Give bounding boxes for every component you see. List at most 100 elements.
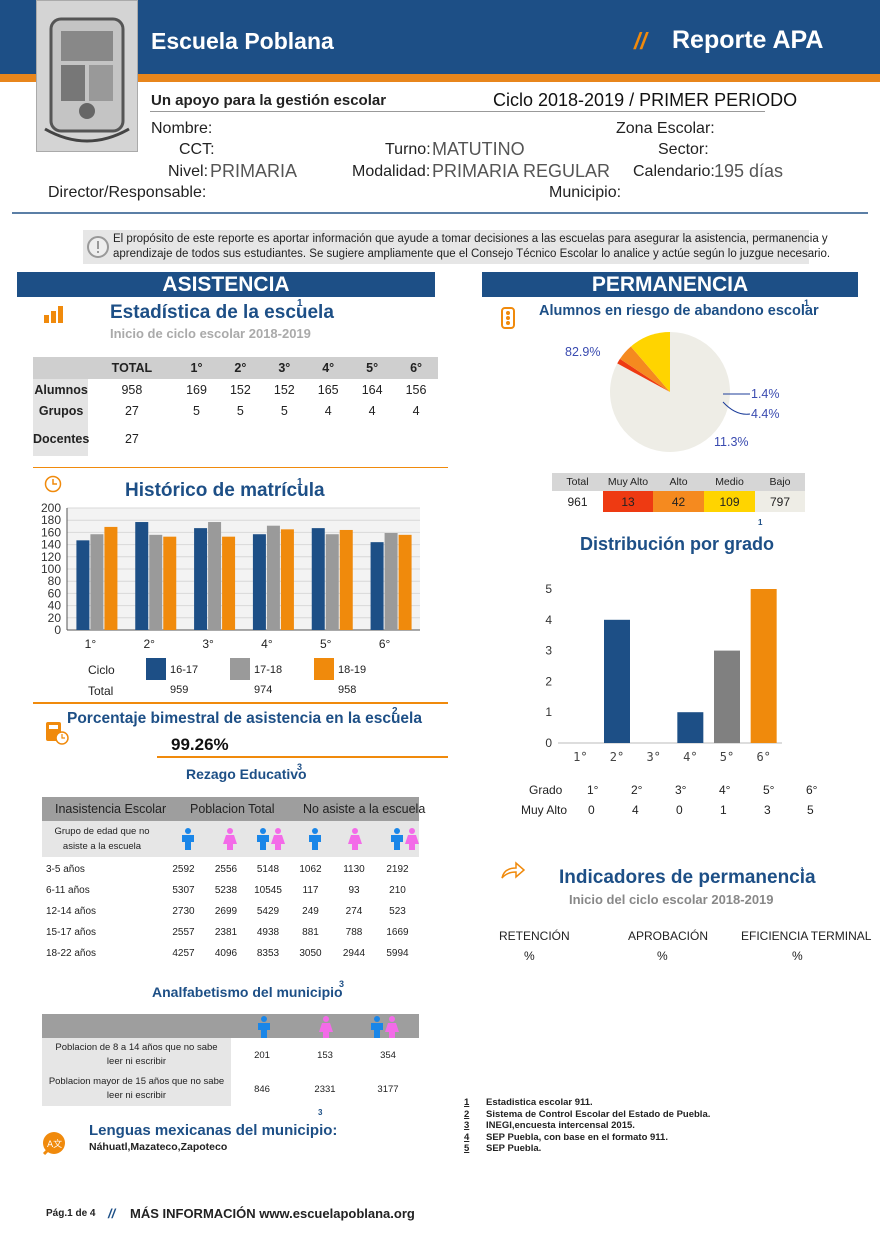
table-cell: 1062	[299, 864, 322, 875]
stats-header: 2°	[234, 361, 247, 375]
legend-label: 17-18	[254, 664, 283, 676]
table-row: 18-22 años 4257 4096 8353 3050 2944 5994	[42, 943, 419, 964]
body	[223, 835, 237, 850]
table-row: 961 13 42 109 797	[552, 491, 805, 512]
purpose-line-1: El propósito de este reporte es aportar …	[113, 233, 828, 245]
analf-header-bar	[42, 1014, 419, 1038]
analf-table: Poblacion de 8 a 14 años que no sabe lee…	[42, 1038, 419, 1106]
nivel-label: Nivel:	[168, 163, 209, 180]
bar	[76, 540, 90, 630]
pie-label: 11.3%	[714, 435, 749, 449]
table-cell: 4	[324, 403, 332, 418]
bar-chart-icon	[44, 306, 63, 323]
bar	[714, 650, 740, 743]
school-name: Escuela Poblana	[151, 28, 334, 54]
legend-label: 16-17	[170, 664, 199, 676]
table-row: Poblacion de 8 a 14 años que no sabe lee…	[42, 1038, 419, 1072]
table-cell: 5994	[386, 948, 409, 959]
table-cell: 788	[345, 927, 363, 938]
pie-label: 1.4%	[751, 387, 780, 401]
footnote-text: INEGI,encuesta intercensal 2015.	[486, 1120, 635, 1132]
table-row: Docentes 27	[33, 421, 438, 456]
stats-header: 4°	[322, 361, 335, 375]
table-cell: 164	[361, 382, 383, 397]
y-tick-label: 0	[54, 623, 61, 637]
footnote: 1 Estadistica escolar 911.	[464, 1097, 710, 1109]
attendance-sup: 2	[392, 706, 398, 717]
y-tick-label: 20	[48, 611, 62, 625]
table-cell: 3050	[299, 948, 322, 959]
permanencia-banner: PERMANENCIA	[482, 272, 858, 297]
footnote: 4 SEP Puebla, con base en el formato 911.	[464, 1132, 710, 1144]
table-cell: 2592	[172, 864, 195, 875]
bar	[384, 533, 398, 630]
legend-swatch	[146, 658, 166, 680]
legend-label: 18-19	[338, 664, 367, 676]
indic-title: Indicadores de permanencia	[559, 867, 816, 888]
lenguas-sup: 3	[318, 1108, 323, 1117]
table-row: 15-17 años 2557 2381 4938 881 788 1669	[42, 922, 419, 943]
turno-value: MATUTINO	[432, 139, 525, 159]
y-tick-label: 140	[41, 538, 61, 552]
tagline: Un apoyo para la gestión escolar	[151, 92, 387, 109]
head	[409, 828, 415, 834]
table-cell: 2944	[342, 948, 366, 959]
head	[261, 1016, 267, 1022]
more-info-link[interactable]: MÁS INFORMACIÓN www.escuelapoblana.org	[130, 1206, 415, 1221]
footnote-number: 1	[464, 1097, 470, 1108]
grado-cell: 4°	[719, 783, 731, 797]
muyalto-label: Muy Alto	[521, 803, 568, 817]
muyalto-cell: 4	[632, 803, 639, 817]
stats-header: 3°	[278, 361, 291, 375]
table-cell: 881	[302, 927, 319, 938]
x-tick-label: 3°	[202, 637, 214, 651]
bar	[104, 526, 118, 630]
table-cell: 5307	[172, 885, 195, 896]
row-label: Alumnos	[34, 382, 88, 397]
purpose-line-2: aprendizaje de todos sus estudiantes. Se…	[113, 248, 831, 260]
head	[185, 828, 191, 834]
stats-header: 1°	[190, 361, 203, 375]
table-cell: 156	[405, 382, 427, 397]
zona-label: Zona Escolar:	[616, 120, 715, 137]
stats-label-column	[33, 379, 88, 456]
stats-header: 6°	[410, 361, 423, 375]
indicator-label: EFICIENCIA TERMINAL	[741, 929, 872, 943]
y-tick-label: 4	[545, 613, 552, 627]
riesgo-sup: 1	[804, 298, 810, 308]
modalidad-value: PRIMARIA REGULAR	[432, 161, 611, 181]
legend-total: 974	[254, 684, 273, 696]
body	[257, 835, 269, 850]
head	[275, 828, 281, 834]
stats-header-bar	[33, 357, 438, 379]
y-tick-label: 60	[48, 586, 62, 600]
y-tick-label: 160	[41, 525, 61, 539]
calculator-icon	[46, 722, 69, 745]
head	[312, 828, 318, 834]
riesgo-bajo: 797	[755, 491, 805, 512]
analf-title: Analfabetismo del municipio	[152, 984, 343, 1000]
turno-label: Turno:	[385, 141, 431, 158]
lenguas-title: Lenguas mexicanas del municipio:	[89, 1122, 338, 1139]
body	[271, 835, 285, 850]
rezago-table: 3-5 años 2592 2556 5148 1062 1130 2192 6-11 añ…	[42, 859, 419, 964]
analf-sup: 3	[339, 979, 345, 989]
bar	[339, 529, 353, 630]
analf-label-column	[42, 1038, 231, 1106]
table-row: Alumnos 958 169 152 152 165 164 156	[33, 379, 438, 400]
bar	[604, 619, 630, 743]
table-cell: 4	[368, 403, 376, 418]
table-cell: 210	[389, 885, 406, 896]
table-cell: 5429	[256, 906, 280, 917]
y-tick-label: 1	[545, 705, 552, 719]
translate-icon: A文	[42, 1132, 65, 1156]
table-cell: 3177	[377, 1083, 399, 1095]
table-cell: 117	[302, 885, 319, 896]
indicator-label: RETENCIÓN	[499, 929, 570, 943]
info-divider	[150, 111, 765, 112]
riesgo-pie-chart: 82.9% 1.4% 4.4%11.3%	[565, 332, 780, 452]
x-tick-label: 4°	[261, 637, 273, 651]
bar	[325, 534, 339, 630]
bar	[222, 536, 236, 630]
y-tick-label: 200	[41, 501, 61, 515]
